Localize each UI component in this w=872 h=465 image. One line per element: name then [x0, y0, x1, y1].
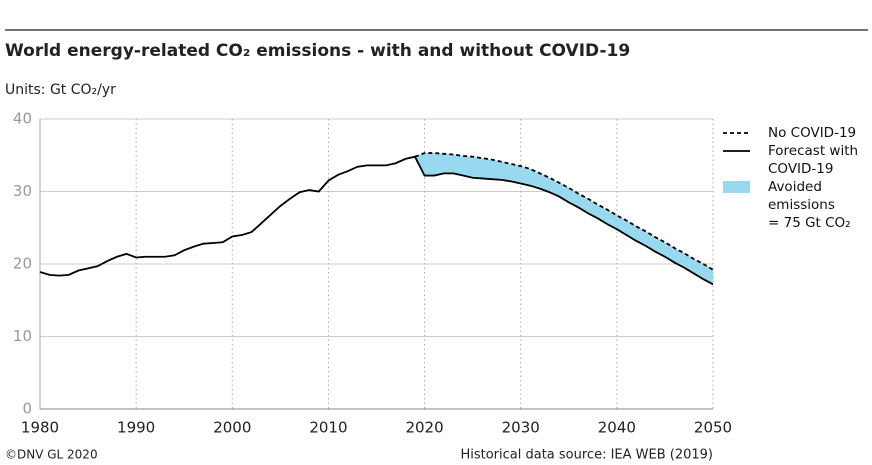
x-tick-label: 2040: [598, 419, 636, 437]
copyright: ©DNV GL 2020: [5, 448, 98, 462]
y-tick-label: 40: [13, 110, 32, 128]
chart-subtitle: Units: Gt CO₂/yr: [5, 82, 116, 98]
y-tick-label: 0: [22, 400, 32, 418]
legend-label: Forecast with COVID-19: [768, 143, 859, 177]
series-line: [39, 155, 714, 286]
y-tick-label: 20: [13, 255, 32, 273]
y-tick-label: 30: [13, 182, 32, 200]
x-tick-label: 1990: [117, 419, 155, 437]
legend-label: No COVID-19: [768, 125, 857, 141]
x-tick-label: 2020: [405, 419, 443, 437]
x-tick-label: 2030: [502, 419, 540, 437]
source-note: Historical data source: IEA WEB (2019): [460, 448, 713, 463]
y-tick-label: 10: [13, 327, 32, 345]
x-tick-label: 2000: [213, 419, 251, 437]
legend-swatch: [723, 181, 750, 193]
chart-title: World energy-related CO₂ emissions - wit…: [5, 41, 630, 61]
series-line: [414, 152, 714, 271]
avoided-area: [414, 153, 713, 285]
x-tick-label: 2050: [694, 419, 732, 437]
x-tick-label: 2010: [309, 419, 347, 437]
legend-label: Avoided emissions = 75 Gt CO₂: [768, 179, 851, 231]
x-tick-label: 1980: [21, 419, 59, 437]
